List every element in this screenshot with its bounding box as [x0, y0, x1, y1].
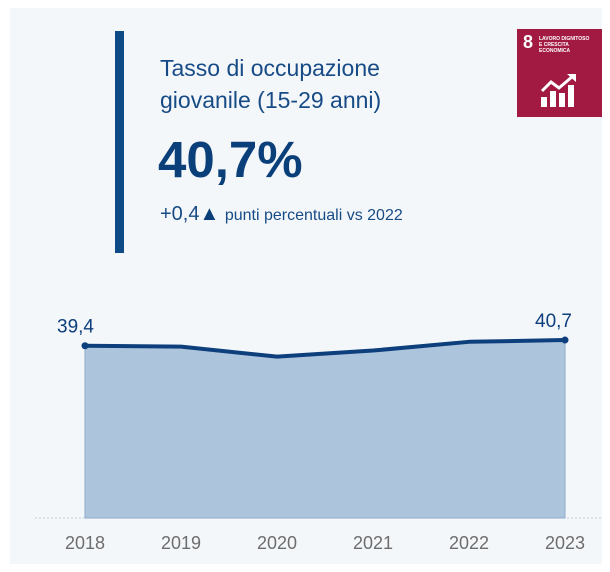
kpi-delta: +0,4▲ punti percentuali vs 2022 — [160, 200, 403, 230]
kpi-title-line-1: Tasso di occupazione — [160, 55, 380, 81]
delta-value: +0,4 — [160, 203, 200, 225]
x-tick-label-2023: 2023 — [545, 533, 585, 553]
x-tick-label-2020: 2020 — [257, 533, 297, 553]
data-label-2018: 39,4 — [57, 317, 94, 338]
x-tick-label-2019: 2019 — [161, 533, 201, 553]
growth-chart-icon — [540, 74, 576, 107]
kpi-value: 40,7% — [158, 131, 303, 188]
delta-text: punti percentuali vs 2022 — [224, 207, 403, 224]
x-tick-label-2021: 2021 — [353, 533, 393, 553]
data-point-2023 — [561, 336, 569, 344]
data-point-2018 — [81, 342, 89, 350]
kpi-title: Tasso di occupazione giovanile (15-29 an… — [160, 52, 381, 116]
sdg-number: 8 — [523, 32, 534, 52]
sdg-label-line-2: E CRESCITA — [539, 42, 569, 48]
series-line — [83, 338, 567, 359]
data-label-2023: 40,7 — [535, 311, 572, 332]
sdg-label-line-1: LAVORO DIGNITOSO — [539, 36, 590, 42]
x-tick-label-2022: 2022 — [449, 533, 489, 553]
sdg-badge: 8 LAVORO DIGNITOSO E CRESCITA ECONOMICA — [517, 29, 602, 117]
kpi-title-line-2: giovanile (15-29 anni) — [160, 87, 382, 113]
accent-bar — [115, 31, 124, 253]
x-tick-label-2018: 2018 — [65, 533, 105, 553]
area-fill — [84, 339, 566, 519]
sdg-label-line-3: ECONOMICA — [539, 48, 571, 54]
sdg-label: LAVORO DIGNITOSO E CRESCITA ECONOMICA — [539, 36, 599, 54]
up-triangle-icon: ▲ — [199, 203, 220, 225]
